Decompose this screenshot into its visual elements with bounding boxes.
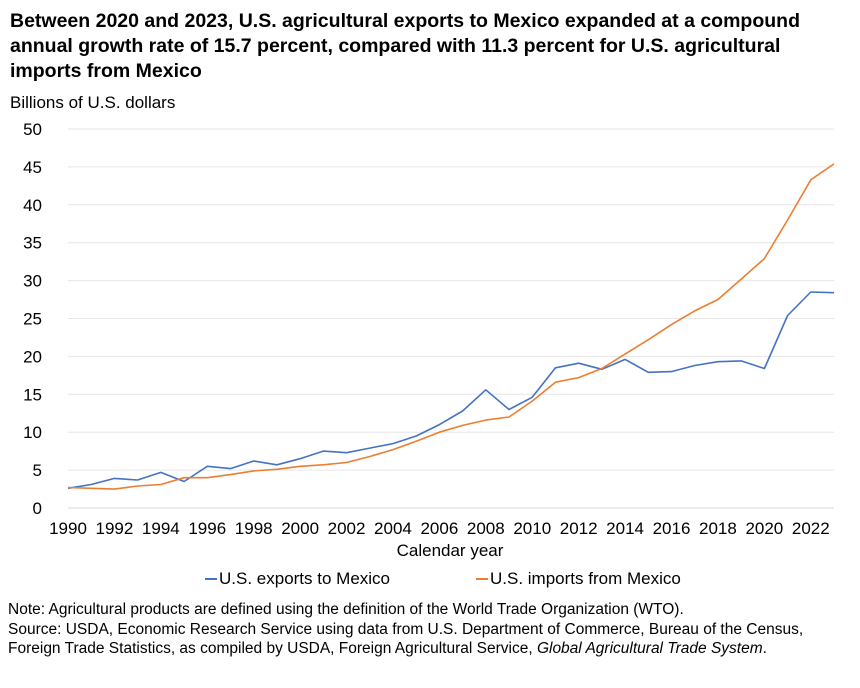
- y-tick-label: 10: [23, 423, 42, 442]
- x-tick-label: 2014: [606, 519, 644, 538]
- x-tick-label: 2020: [745, 519, 783, 538]
- x-tick-label: 2018: [699, 519, 737, 538]
- y-tick-label: 15: [23, 385, 42, 404]
- source-suffix: .: [762, 640, 767, 657]
- legend-item-exports: U.S. exports to Mexico: [205, 569, 390, 589]
- x-tick-labels: 1990 1992 1994 1996 1998 2000 2002 2004 2006 2008…: [49, 519, 830, 538]
- y-axis-label: Billions of U.S. dollars: [10, 93, 176, 112]
- x-tick-label: 2022: [792, 519, 830, 538]
- x-tick-label: 1992: [96, 519, 134, 538]
- gridlines: [68, 128, 834, 509]
- legend-label-exports: U.S. exports to Mexico: [219, 569, 391, 588]
- y-tick-label: 25: [23, 310, 42, 329]
- series-line-imports: [67, 163, 835, 490]
- x-tick-label: 1990: [49, 519, 87, 538]
- chart-notes: Note: Agricultural products are defined …: [8, 600, 853, 659]
- y-tick-label: 40: [23, 196, 42, 215]
- y-tick-labels: 0 5 10 15 20 25 30 35 40 45 50: [23, 120, 42, 518]
- x-tick-label: 1998: [235, 519, 273, 538]
- x-tick-label: 2010: [513, 519, 551, 538]
- x-tick-label: 2004: [374, 519, 412, 538]
- series-line-exports: [67, 291, 835, 490]
- source-prefix: Source: USDA, Economic Research Service …: [8, 620, 804, 658]
- y-tick-label: 50: [23, 120, 42, 139]
- x-tick-label: 2008: [467, 519, 505, 538]
- y-tick-label: 20: [23, 347, 42, 366]
- y-tick-label: 35: [23, 234, 42, 253]
- legend-item-imports: U.S. imports from Mexico: [476, 569, 681, 589]
- source-italic: Global Agricultural Trade System: [536, 640, 763, 657]
- legend-label-imports: U.S. imports from Mexico: [490, 569, 681, 588]
- chart-title: Between 2020 and 2023, U.S. agricultural…: [10, 10, 800, 82]
- y-tick-label: 30: [23, 272, 42, 291]
- x-tick-label: 1996: [188, 519, 226, 538]
- legend-swatch-exports: [205, 578, 217, 580]
- x-tick-label: 2006: [420, 519, 458, 538]
- y-tick-label: 45: [23, 158, 42, 177]
- series-lines: [67, 163, 835, 490]
- source-text: Source: USDA, Economic Research Service …: [8, 620, 853, 659]
- x-tick-label: 2000: [281, 519, 319, 538]
- y-tick-label: 0: [33, 499, 42, 518]
- x-tick-label: 1994: [142, 519, 180, 538]
- y-tick-label: 5: [33, 461, 42, 480]
- legend-swatch-imports: [476, 578, 488, 580]
- x-tick-label: 2016: [653, 519, 691, 538]
- x-tick-label: 2002: [328, 519, 366, 538]
- x-tick-label: 2012: [560, 519, 598, 538]
- note-text: Note: Agricultural products are defined …: [8, 601, 684, 618]
- x-axis-label: Calendar year: [396, 541, 504, 560]
